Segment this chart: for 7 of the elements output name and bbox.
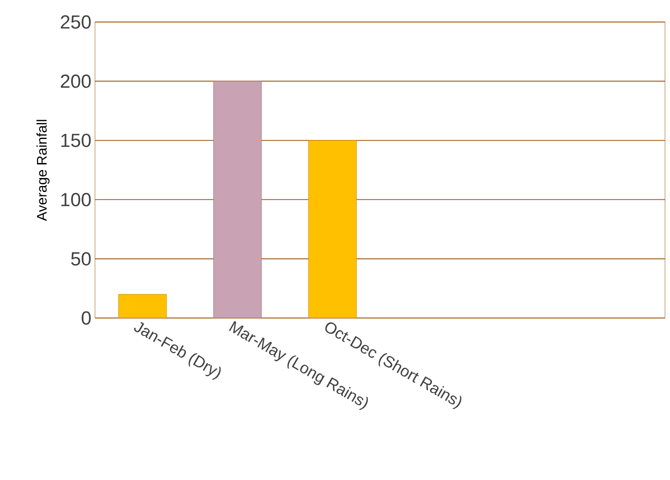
y-tick-label: 0 (82, 311, 91, 325)
y-tick-label: 200 (60, 74, 91, 88)
y-axis-title: Average Rainfall (36, 120, 50, 222)
y-tick-label: 150 (61, 134, 91, 148)
y-tick-label: 50 (71, 252, 91, 266)
y-tick-label: 250 (60, 15, 91, 29)
y-tick-label: 100 (61, 192, 91, 206)
